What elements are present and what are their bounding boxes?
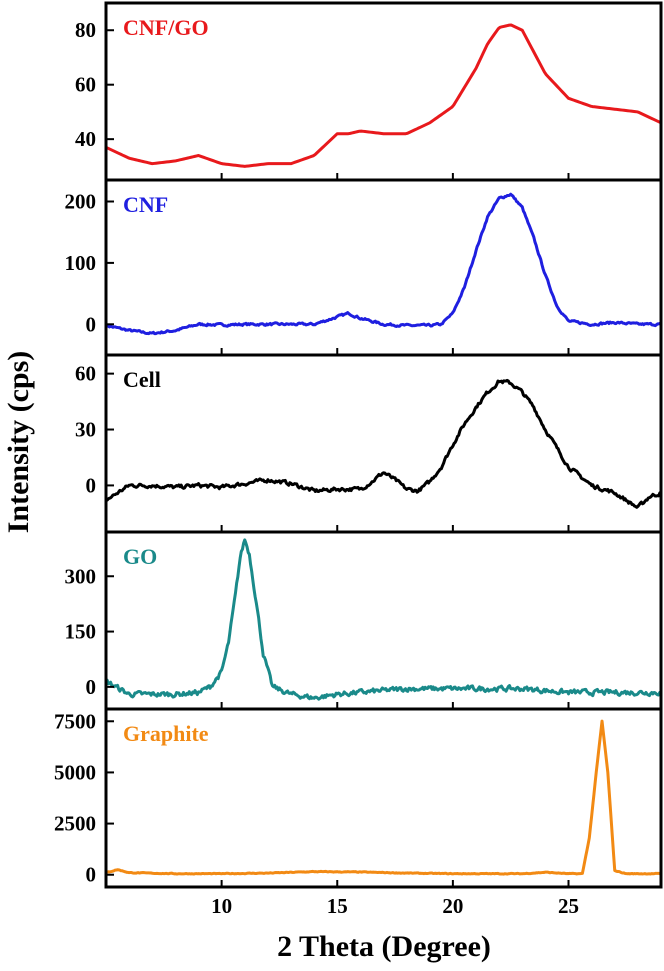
y-tick-label: 30 xyxy=(75,418,96,442)
x-tick-label: 20 xyxy=(442,894,463,918)
legend-label: Cell xyxy=(123,367,161,392)
y-tick-label: 300 xyxy=(65,564,97,588)
legend-label: GO xyxy=(123,544,157,569)
y-tick-label: 60 xyxy=(75,73,96,97)
x-tick-label: 15 xyxy=(327,894,348,918)
y-axis-title: Intensity (cps) xyxy=(2,351,35,534)
y-tick-label: 0 xyxy=(86,863,97,887)
y-tick-label: 7500 xyxy=(54,709,96,733)
panel-frame xyxy=(104,530,663,711)
legend-label: CNF xyxy=(123,192,168,217)
panel-frame xyxy=(104,707,663,889)
y-tick-label: 200 xyxy=(65,189,97,213)
y-tick-label: 60 xyxy=(75,362,96,386)
y-tick-label: 0 xyxy=(86,675,97,699)
series-line-graphite xyxy=(106,719,661,876)
legend-label: CNF/GO xyxy=(123,15,209,40)
y-tick-label: 150 xyxy=(65,620,97,644)
y-tick-label: 2500 xyxy=(54,812,96,836)
x-axis-title: 2 Theta (Degree) xyxy=(277,930,491,963)
y-tick-label: 100 xyxy=(65,251,97,275)
y-tick-label: 40 xyxy=(75,127,96,151)
y-tick-label: 5000 xyxy=(54,760,96,784)
y-tick-label: 0 xyxy=(86,312,97,336)
y-tick-label: 0 xyxy=(86,473,97,497)
series-line-cnf-go xyxy=(106,23,661,168)
series-line-cell xyxy=(106,378,661,509)
legend-label: Graphite xyxy=(123,721,209,746)
x-tick-label: 10 xyxy=(211,894,232,918)
series-line-cnf xyxy=(106,192,661,336)
series-line-go xyxy=(106,538,661,701)
panel-frame xyxy=(104,353,663,534)
x-tick-label: 25 xyxy=(558,894,579,918)
panel-frame xyxy=(104,178,663,357)
y-tick-label: 80 xyxy=(75,18,96,42)
